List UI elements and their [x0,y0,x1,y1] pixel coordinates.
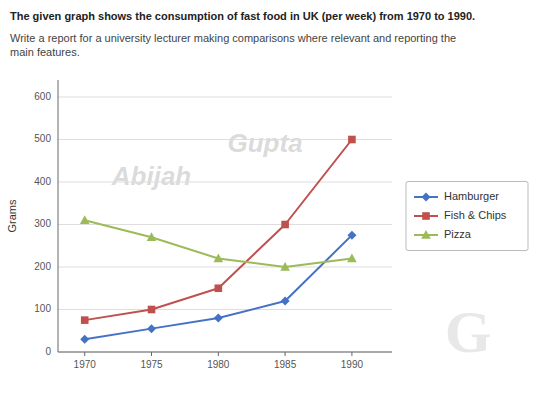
data-point [80,215,90,224]
data-point [148,306,156,314]
data-point [280,262,290,271]
data-point [348,136,356,144]
data-point [215,284,223,292]
x-tick [285,352,286,356]
y-tick-label: 400 [34,176,51,187]
x-tick-label: 1985 [274,359,297,370]
subtitle: Write a report for a university lecturer… [10,32,456,58]
legend-marker [421,230,431,239]
x-tick-label: 1970 [74,359,97,370]
grid-line [58,224,392,225]
grid-line [58,139,392,140]
y-axis-label: Grams [6,199,18,233]
legend-marker [422,193,431,202]
y-tick-label: 600 [34,91,51,102]
data-point [347,231,356,240]
x-tick-label: 1980 [207,359,230,370]
x-axis-line [58,352,392,353]
x-tick-label: 1990 [341,359,364,370]
x-tick [84,352,85,356]
legend: Hamburger Fish & Chips Pizza [406,182,528,251]
y-tick-label: 300 [34,218,51,229]
x-tick [218,352,219,356]
legend-label: Pizza [444,228,472,240]
data-point [214,254,224,263]
legend-marker [422,212,430,220]
subtitle-line: main features. [10,46,80,58]
series-line [85,220,352,267]
grid-line [58,352,392,353]
legend-label: Hamburger [444,190,499,202]
y-tick-label: 100 [34,303,51,314]
y-tick-label: 200 [34,261,51,272]
y-axis-line [58,80,59,352]
grid-line [58,309,392,310]
series-line [85,235,352,339]
data-point [214,314,223,323]
x-tick-label: 1975 [140,359,163,370]
y-tick-label: 0 [45,346,51,357]
grid-line [58,267,392,268]
grid-line [58,182,392,183]
y-tick-label: 500 [34,133,51,144]
watermark: Gupta [228,128,303,158]
x-tick [351,352,352,356]
plot-area [80,136,357,344]
data-point [281,221,289,229]
data-point [347,254,357,263]
watermark: Abijah [111,161,191,191]
title: The given graph shows the consumption of… [10,10,475,22]
data-point [147,324,156,333]
chart: The given graph shows the consumption of… [0,0,540,396]
grid-line [58,97,392,98]
legend-label: Fish & Chips [444,209,507,221]
watermark: G [445,299,492,365]
data-point [80,335,89,344]
subtitle-line: Write a report for a university lecturer… [10,32,456,44]
x-tick [151,352,152,356]
data-point [281,297,290,306]
legend-box [406,182,528,251]
series-line [85,140,352,321]
data-point [147,232,157,241]
data-point [81,316,89,324]
